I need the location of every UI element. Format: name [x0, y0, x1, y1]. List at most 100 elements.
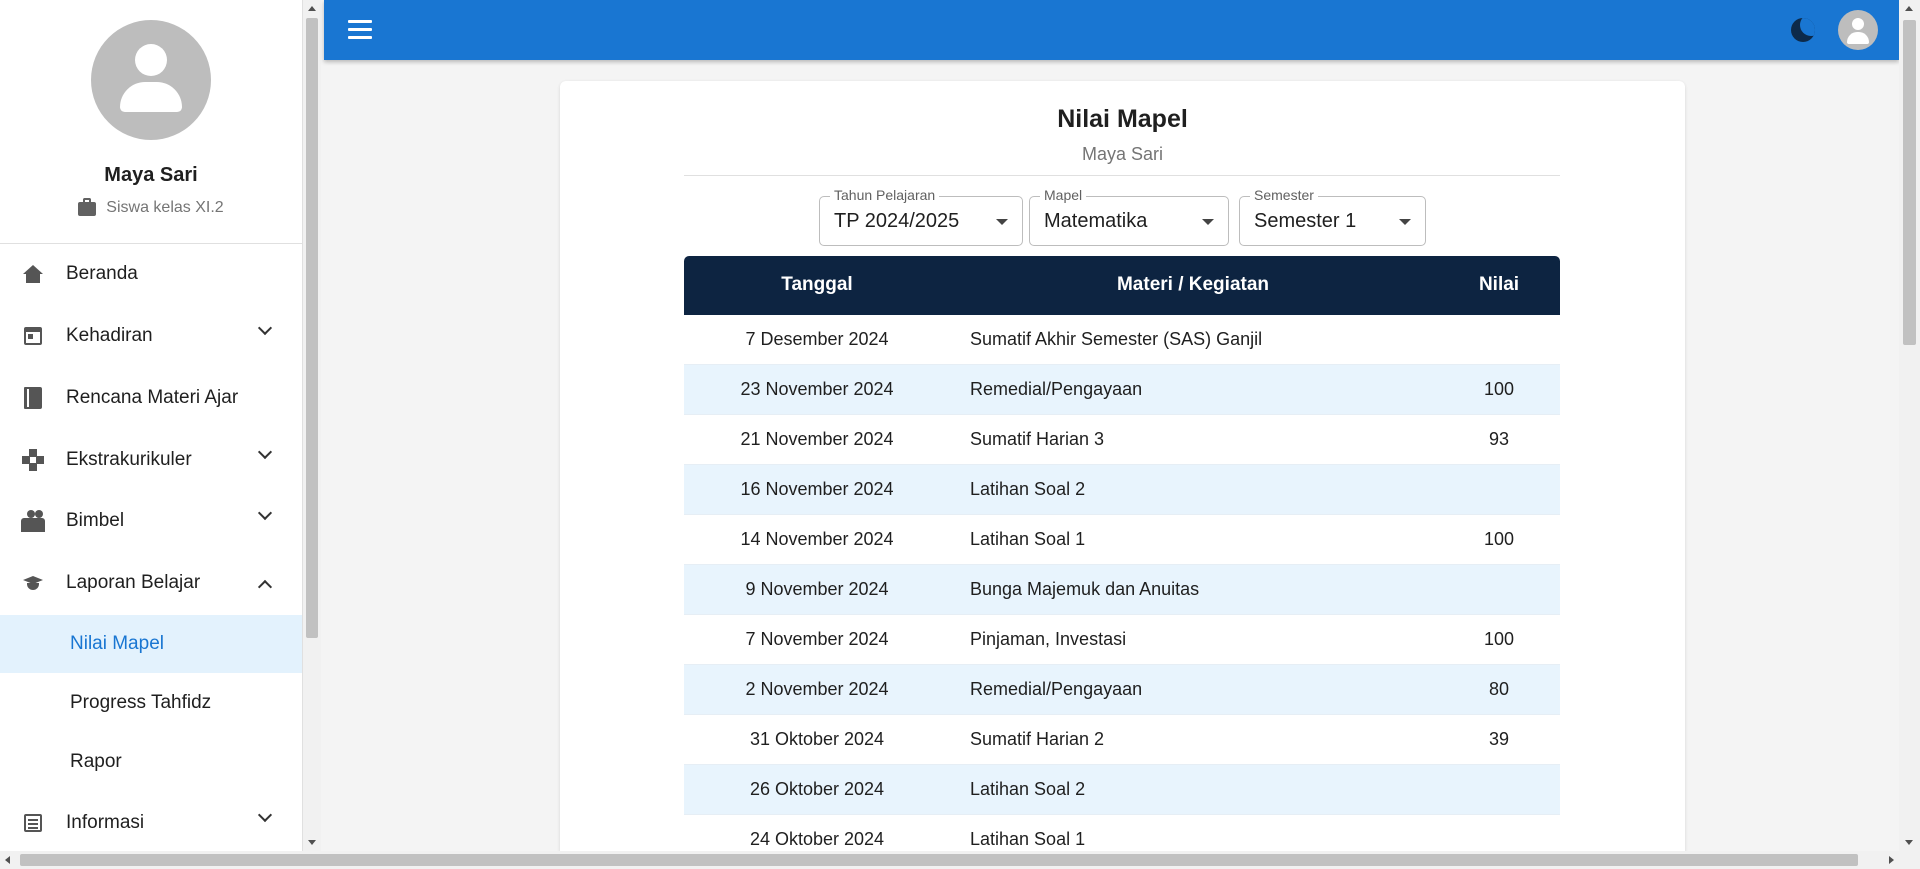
sidebar: Maya Sari Siswa kelas XI.2 Beranda Kehad… [0, 0, 303, 851]
select-value: TP 2024/2025 [834, 210, 960, 232]
tahun-pelajaran-select[interactable]: Tahun Pelajaran TP 2024/2025 [819, 187, 1023, 246]
table-row: 7 November 2024 Pinjaman, Investasi 100 [684, 615, 1560, 665]
main-scrollbar-thumb[interactable] [1903, 20, 1916, 345]
table-row: 2 November 2024 Remedial/Pengayaan 80 [684, 665, 1560, 715]
chevron-down-icon [257, 320, 274, 343]
cell-date: 7 November 2024 [745, 629, 889, 649]
sidebar-scrollbar[interactable] [303, 0, 321, 851]
dropdown-caret-icon [1202, 219, 1214, 225]
table-row: 9 November 2024 Bunga Majemuk dan Anuitas [684, 565, 1560, 615]
semester-select[interactable]: Semester Semester 1 [1239, 187, 1426, 246]
sidebar-scrollbar-thumb[interactable] [306, 18, 318, 638]
cell-date: 31 Oktober 2024 [749, 729, 885, 749]
main-scrollbar[interactable] [1899, 0, 1920, 851]
profile-name: Maya Sari [104, 164, 198, 186]
news-icon [20, 810, 46, 836]
calendar-icon [20, 323, 46, 349]
cell-material: Sumatif Harian 2 [970, 729, 1105, 749]
sidebar-item-informasi[interactable]: Informasi [0, 793, 302, 851]
table-row: 31 Oktober 2024 Sumatif Harian 2 39 [684, 715, 1560, 765]
top-app-bar [324, 0, 1899, 60]
table-row: 21 November 2024 Sumatif Harian 3 93 [684, 415, 1560, 465]
cell-score: 100 [1483, 529, 1515, 549]
sidebar-subitem-label: Rapor [70, 751, 122, 772]
sidebar-item-ekstrakurikuler[interactable]: Ekstrakurikuler [0, 430, 302, 490]
sidebar-subitem-label: Progress Tahfidz [70, 692, 212, 713]
chevron-down-icon [257, 807, 274, 830]
sidebar-subitem-progress-tahfidz[interactable]: Progress Tahfidz [0, 674, 302, 732]
cell-date: 21 November 2024 [740, 429, 894, 449]
select-legend: Tahun Pelajaran [830, 187, 940, 203]
table-header: Tanggal Materi / Kegiatan Nilai [684, 256, 1560, 315]
cell-material: Bunga Majemuk dan Anuitas [970, 579, 1200, 599]
cell-material: Pinjaman, Investasi [970, 629, 1127, 649]
column-header-materi: Materi / Kegiatan [1116, 274, 1270, 295]
cell-date: 7 Desember 2024 [745, 329, 889, 349]
page-title: Nilai Mapel [1057, 105, 1188, 133]
sidebar-subitem-rapor[interactable]: Rapor [0, 733, 302, 791]
sidebar-item-beranda[interactable]: Beranda [0, 244, 302, 304]
chevron-up-icon [257, 576, 274, 595]
sidebar-item-rencana-materi-ajar[interactable]: Rencana Materi Ajar [0, 368, 302, 428]
dropdown-caret-icon [996, 219, 1008, 225]
cell-score: 100 [1483, 379, 1515, 399]
menu-icon[interactable] [348, 20, 372, 40]
table-row: 7 Desember 2024 Sumatif Akhir Semester (S… [684, 315, 1560, 365]
people-icon [20, 508, 46, 534]
sidebar-item-laporan-belajar[interactable]: Laporan Belajar [0, 553, 302, 613]
sidebar-subitem-nilai-mapel[interactable]: Nilai Mapel [0, 615, 302, 673]
select-value: Semester 1 [1254, 210, 1357, 232]
home-icon [20, 261, 46, 287]
dropdown-caret-icon [1399, 219, 1411, 225]
cell-date: 16 November 2024 [740, 479, 894, 499]
scroll-up-arrow-icon[interactable] [1905, 6, 1913, 11]
cell-score: 100 [1483, 629, 1515, 649]
profile-section: Maya Sari Siswa kelas XI.2 [0, 0, 302, 244]
sidebar-subitem-label: Nilai Mapel [70, 633, 164, 654]
column-header-tanggal: Tanggal [781, 274, 853, 295]
scroll-right-arrow-icon[interactable] [1889, 856, 1894, 864]
sidebar-item-label: Informasi [66, 812, 145, 833]
grades-table: Tanggal Materi / Kegiatan Nilai 7 Desemb… [684, 256, 1560, 865]
account-avatar[interactable] [1838, 10, 1878, 50]
sidebar-item-label: Rencana Materi Ajar [66, 387, 239, 408]
profile-role: Siswa kelas XI.2 [78, 198, 224, 217]
horizontal-scrollbar-thumb[interactable] [20, 854, 1858, 866]
cell-material: Latihan Soal 1 [970, 529, 1086, 549]
dark-mode-icon[interactable] [1791, 18, 1815, 42]
mapel-select[interactable]: Mapel Matematika [1029, 187, 1229, 246]
scroll-down-arrow-icon[interactable] [1905, 840, 1913, 845]
sidebar-item-label: Ekstrakurikuler [66, 449, 192, 470]
table-row: 14 November 2024 Latihan Soal 1 100 [684, 515, 1560, 565]
horizontal-scrollbar[interactable] [0, 851, 1920, 869]
chevron-down-icon [257, 505, 274, 528]
sidebar-item-label: Beranda [66, 263, 138, 284]
cell-date: 26 Oktober 2024 [749, 779, 885, 799]
sidebar-item-label: Laporan Belajar [66, 572, 201, 593]
school-icon [20, 570, 46, 596]
table-body: 7 Desember 2024 Sumatif Akhir Semester (S… [684, 315, 1560, 865]
select-value: Matematika [1044, 210, 1148, 232]
cell-material: Remedial/Pengayaan [970, 679, 1143, 699]
chevron-down-icon [257, 444, 274, 467]
scroll-down-arrow-icon[interactable] [308, 840, 316, 845]
profile-role-label: Siswa kelas XI.2 [106, 199, 224, 216]
cell-material: Sumatif Akhir Semester (SAS) Ganjil [970, 329, 1263, 349]
scroll-up-arrow-icon[interactable] [308, 6, 316, 11]
cell-score: 39 [1488, 729, 1510, 749]
table-row: 26 Oktober 2024 Latihan Soal 2 [684, 765, 1560, 815]
grades-card: Nilai Mapel Maya Sari Tahun Pelajaran TP… [560, 81, 1685, 869]
column-header-nilai: Nilai [1478, 274, 1520, 295]
cell-material: Remedial/Pengayaan [970, 379, 1143, 399]
scroll-left-arrow-icon[interactable] [5, 856, 10, 864]
sidebar-item-kehadiran[interactable]: Kehadiran [0, 306, 302, 366]
sidebar-item-bimbel[interactable]: Bimbel [0, 491, 302, 551]
select-legend: Semester [1250, 187, 1318, 203]
table-row: 23 November 2024 Remedial/Pengayaan 100 [684, 365, 1560, 415]
cell-date: 23 November 2024 [740, 379, 894, 399]
cell-date: 14 November 2024 [740, 529, 894, 549]
table-row: 16 November 2024 Latihan Soal 2 [684, 465, 1560, 515]
cell-material: Latihan Soal 2 [970, 779, 1086, 799]
book-icon [20, 385, 46, 411]
cell-material: Latihan Soal 1 [970, 829, 1086, 849]
